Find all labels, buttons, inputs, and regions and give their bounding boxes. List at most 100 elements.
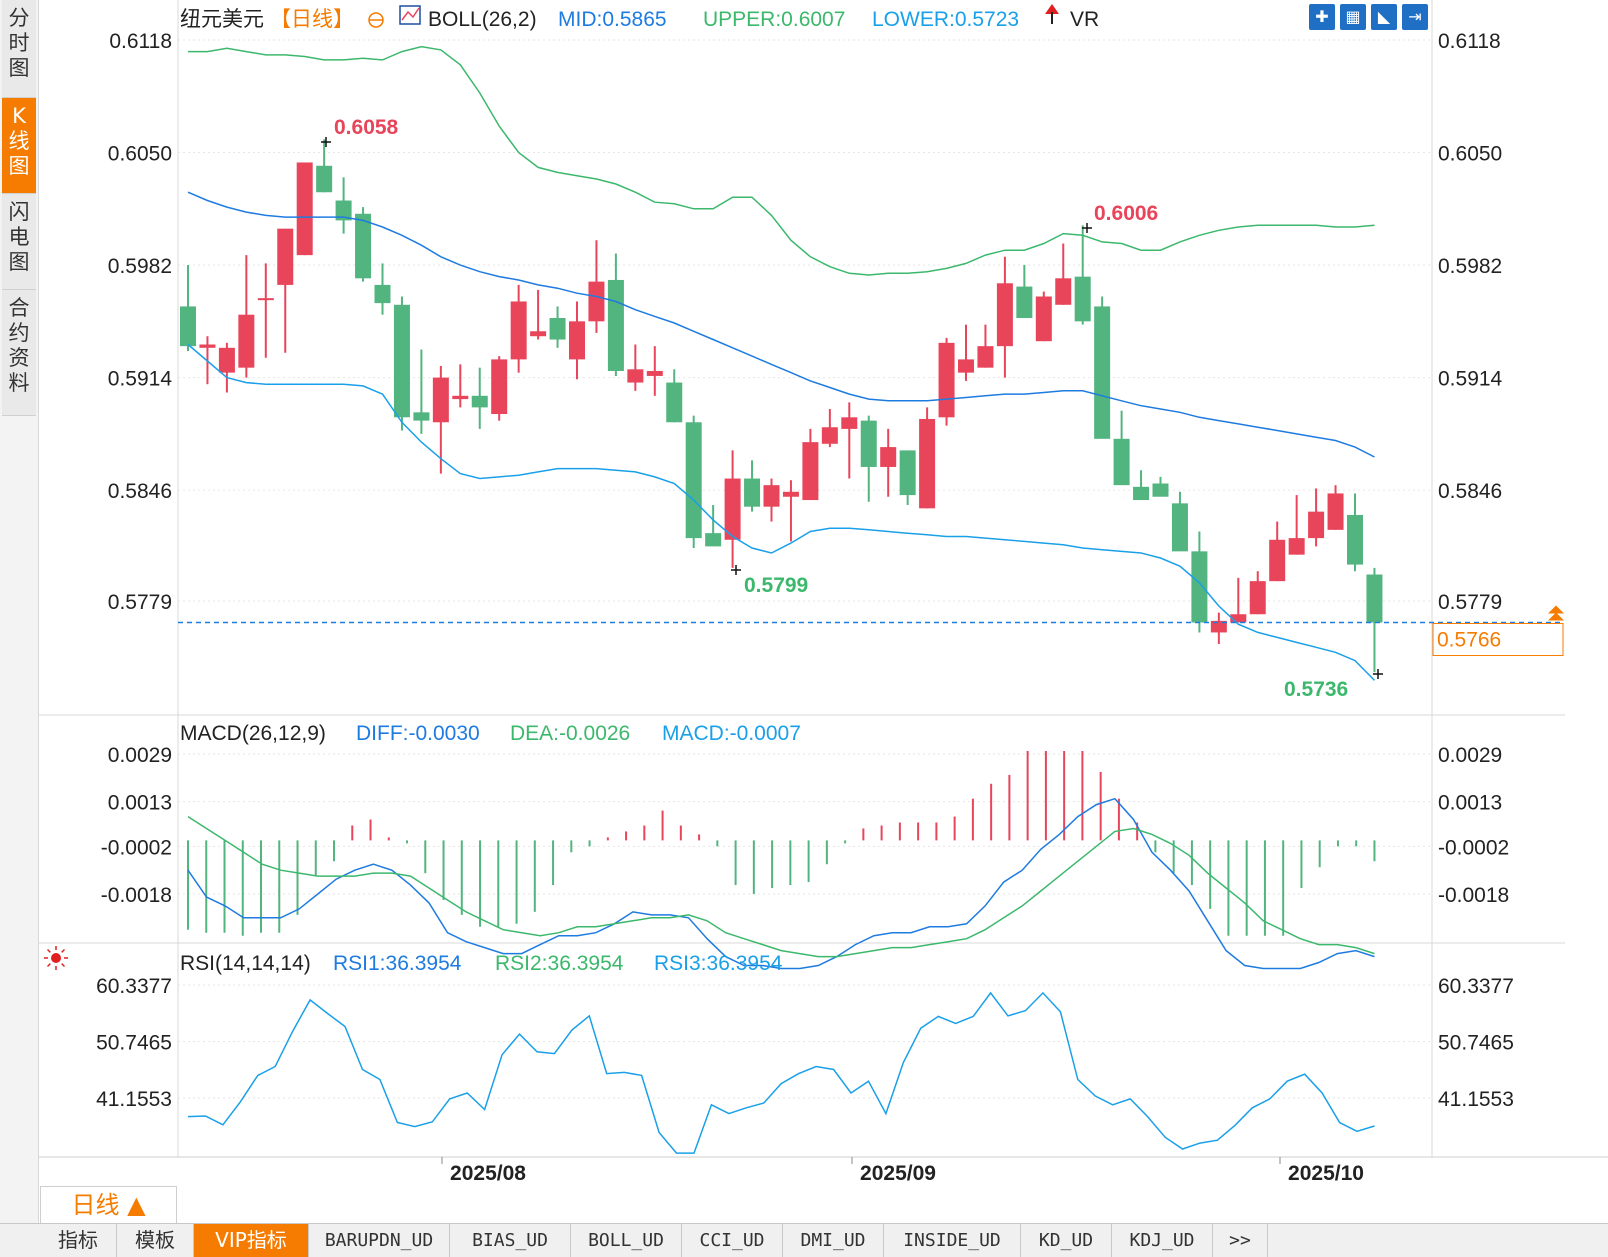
boll-mid-value: MID:0.5865 bbox=[558, 8, 667, 31]
x-tick-label: 2025/08 bbox=[450, 1162, 526, 1185]
candle-body bbox=[180, 306, 196, 347]
candle-body bbox=[355, 213, 372, 279]
candle-body bbox=[199, 344, 216, 348]
tab-barupdn[interactable]: BARUPDN_UD bbox=[309, 1224, 450, 1257]
candle-body bbox=[1210, 620, 1227, 633]
candle-body bbox=[1249, 581, 1266, 615]
tab-kdj[interactable]: KDJ_UD bbox=[1112, 1224, 1213, 1257]
candle-body bbox=[1016, 286, 1033, 319]
macd-y-tick-left: -0.0002 bbox=[101, 836, 172, 859]
boll-lower-line bbox=[187, 343, 1376, 681]
y-tick-label-left: 0.5914 bbox=[108, 368, 173, 391]
candle-body bbox=[646, 370, 663, 376]
tab-kline[interactable]: K线图 bbox=[2, 98, 36, 194]
candle-body bbox=[1366, 574, 1383, 623]
chart-window-icon[interactable]: ▦ bbox=[1340, 4, 1366, 30]
tab-boll[interactable]: BOLL_UD bbox=[571, 1224, 682, 1257]
candle-body bbox=[1152, 483, 1169, 497]
rsi-settings-icon bbox=[51, 953, 61, 963]
period-button[interactable]: 日线 ▲ bbox=[40, 1186, 177, 1224]
y-tick-label-left: 0.5846 bbox=[108, 480, 172, 503]
indicator-chart-icon bbox=[401, 7, 420, 21]
candle-body bbox=[238, 314, 255, 368]
candle-body bbox=[510, 301, 527, 360]
rsi-settings-icon bbox=[46, 948, 51, 953]
rsi-y-tick-right: 41.1553 bbox=[1438, 1088, 1514, 1111]
tab-more[interactable]: >> bbox=[1213, 1224, 1268, 1257]
candle-body bbox=[1327, 493, 1344, 530]
candle-body bbox=[1113, 438, 1130, 486]
rsi-settings-icon bbox=[61, 963, 66, 968]
macd-y-tick-right: 0.0029 bbox=[1438, 744, 1502, 767]
price-alert-icon bbox=[1548, 605, 1564, 614]
candle-body bbox=[218, 347, 235, 373]
candle-body bbox=[763, 485, 780, 507]
tab-cci[interactable]: CCI_UD bbox=[682, 1224, 783, 1257]
candle-body bbox=[607, 279, 624, 371]
candle-body bbox=[1094, 306, 1111, 439]
rsi-y-tick-left: 60.3377 bbox=[96, 975, 172, 998]
rsi-title: RSI(14,14,14) bbox=[180, 952, 311, 975]
tab-inside[interactable]: INSIDE_UD bbox=[884, 1224, 1021, 1257]
boll-title: BOLL(26,2) bbox=[428, 8, 537, 31]
y-tick-label-right: 0.5982 bbox=[1438, 255, 1502, 278]
x-tick-label: 2025/09 bbox=[860, 1162, 936, 1185]
rsi2-value: RSI2:36.3954 bbox=[495, 952, 624, 975]
y-tick-label-right: 0.5914 bbox=[1438, 368, 1503, 391]
candle-body bbox=[1074, 276, 1091, 322]
candle-body bbox=[938, 342, 955, 418]
exit-icon[interactable]: ⇥ bbox=[1402, 4, 1428, 30]
candle-body bbox=[1171, 503, 1188, 552]
boll-upper-line bbox=[188, 45, 1375, 276]
high-price-label: 0.6058 bbox=[334, 116, 399, 139]
x-tick-label: 2025/10 bbox=[1288, 1162, 1364, 1185]
candle-body bbox=[705, 533, 722, 547]
draw-tool-icon[interactable]: ◣ bbox=[1371, 4, 1397, 30]
vr-arrow-icon bbox=[1045, 4, 1059, 14]
candle-body bbox=[452, 395, 469, 400]
tab-indicators[interactable]: 指标 bbox=[40, 1224, 117, 1257]
rsi-y-tick-left: 50.7465 bbox=[96, 1032, 172, 1055]
macd-y-tick-right: -0.0018 bbox=[1438, 884, 1509, 907]
period-tag: 【日线】 bbox=[270, 8, 354, 31]
candle-body bbox=[782, 491, 799, 497]
macd-dea-line bbox=[187, 815, 1375, 958]
rsi-y-tick-right: 50.7465 bbox=[1438, 1032, 1514, 1055]
crosshair-icon[interactable]: ✚ bbox=[1309, 4, 1335, 30]
tab-contract-info[interactable]: 合约资料 bbox=[2, 290, 36, 416]
y-tick-label-left: 0.6118 bbox=[109, 30, 172, 53]
candle-body bbox=[802, 442, 819, 501]
y-tick-label-left: 0.5779 bbox=[108, 591, 172, 614]
macd-y-tick-left: -0.0018 bbox=[101, 884, 172, 907]
tab-lightning[interactable]: 闪电图 bbox=[2, 194, 36, 290]
candle-body bbox=[958, 359, 974, 373]
last-price-label: 0.5766 bbox=[1437, 629, 1501, 652]
candle-body bbox=[685, 422, 702, 539]
macd-diff-value: DIFF:-0.0030 bbox=[356, 722, 480, 745]
candle-body bbox=[1269, 539, 1286, 582]
candle-body bbox=[1288, 538, 1305, 555]
low-price-label-2: 0.5736 bbox=[1284, 678, 1348, 701]
tab-kd[interactable]: KD_UD bbox=[1021, 1224, 1112, 1257]
boll-upper-value: UPPER:0.6007 bbox=[703, 8, 845, 31]
tab-bias[interactable]: BIAS_UD bbox=[450, 1224, 571, 1257]
tab-dmi[interactable]: DMI_UD bbox=[783, 1224, 884, 1257]
macd-y-tick-left: 0.0029 bbox=[108, 744, 172, 767]
candle-body bbox=[841, 417, 858, 429]
tab-vip-indicators[interactable]: VIP指标 bbox=[194, 1224, 309, 1257]
candle-body bbox=[530, 331, 547, 337]
y-tick-label-right: 0.6050 bbox=[1438, 143, 1502, 166]
candle-body bbox=[277, 228, 294, 285]
rsi-y-tick-left: 41.1553 bbox=[96, 1088, 172, 1111]
rsi-line bbox=[187, 991, 1375, 1154]
symbol-name: 纽元美元 bbox=[180, 8, 264, 31]
candle-body bbox=[860, 420, 877, 467]
tab-timeshare[interactable]: 分时图 bbox=[2, 0, 36, 98]
candle-body bbox=[724, 478, 741, 540]
candle-body bbox=[880, 447, 897, 467]
candle-body bbox=[919, 418, 936, 509]
tab-templates[interactable]: 模板 bbox=[117, 1224, 194, 1257]
candle-body bbox=[996, 283, 1013, 347]
price-chart[interactable]: 0.6118 0.6118 0.6050 0.6050 0.5982 0.5982 0.59… bbox=[0, 0, 1608, 1223]
y-tick-label-left: 0.5982 bbox=[108, 255, 172, 278]
